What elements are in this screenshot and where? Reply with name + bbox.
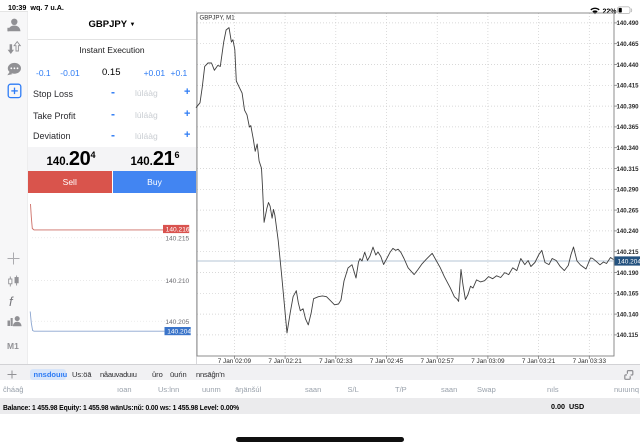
- svg-text:7 Jan 02:09: 7 Jan 02:09: [218, 358, 252, 365]
- svg-text:7 Jan 02:33: 7 Jan 02:33: [319, 358, 353, 365]
- svg-text:140.215: 140.215: [165, 235, 189, 242]
- svg-text:140.390: 140.390: [617, 103, 640, 110]
- svg-text:140.490: 140.490: [617, 20, 640, 27]
- svg-text:140.204: 140.204: [167, 328, 191, 335]
- svg-text:140.216: 140.216: [166, 226, 190, 233]
- svg-text:140.465: 140.465: [617, 41, 640, 48]
- svg-text:7 Jan 02:45: 7 Jan 02:45: [370, 358, 404, 365]
- svg-text:140.205: 140.205: [165, 318, 189, 325]
- svg-text:140.115: 140.115: [617, 332, 639, 339]
- svg-text:7 Jan 02:57: 7 Jan 02:57: [420, 358, 454, 365]
- svg-text:140.315: 140.315: [617, 166, 640, 173]
- svg-text:140.440: 140.440: [617, 62, 640, 69]
- svg-text:140.204: 140.204: [618, 258, 640, 265]
- svg-text:140.415: 140.415: [617, 83, 640, 90]
- svg-text:7 Jan 03:33: 7 Jan 03:33: [573, 358, 607, 365]
- svg-text:GBPJPY, M1: GBPJPY, M1: [200, 14, 236, 21]
- svg-text:140.215: 140.215: [617, 249, 640, 256]
- svg-text:140.290: 140.290: [617, 187, 640, 194]
- svg-text:140.265: 140.265: [617, 207, 640, 214]
- svg-text:140.190: 140.190: [617, 270, 640, 277]
- svg-text:7 Jan 03:21: 7 Jan 03:21: [522, 358, 556, 365]
- svg-text:140.340: 140.340: [617, 145, 640, 152]
- svg-text:M1: M1: [7, 341, 19, 351]
- svg-text:22%: 22%: [603, 8, 618, 15]
- svg-text:140.165: 140.165: [617, 291, 640, 298]
- svg-text:f: f: [9, 294, 14, 309]
- svg-text:140.140: 140.140: [617, 311, 640, 318]
- svg-text:7 Jan 02:21: 7 Jan 02:21: [268, 358, 302, 365]
- svg-text:7 Jan 03:09: 7 Jan 03:09: [471, 358, 505, 365]
- svg-text:140.240: 140.240: [617, 228, 640, 235]
- svg-text:140.210: 140.210: [165, 278, 189, 285]
- svg-text:140.365: 140.365: [617, 124, 640, 131]
